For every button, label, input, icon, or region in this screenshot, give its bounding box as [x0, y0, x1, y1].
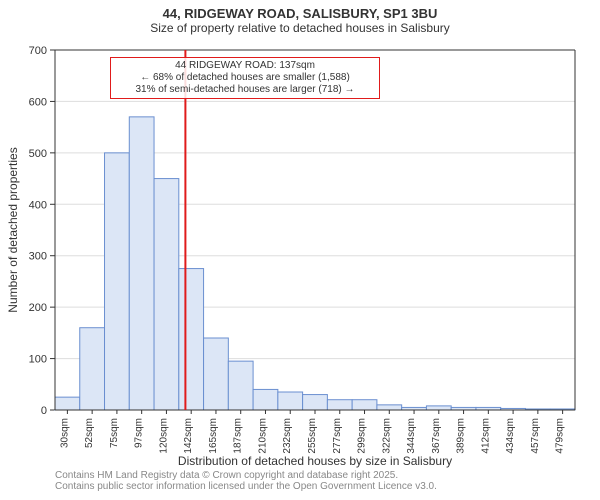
svg-text:255sqm: 255sqm: [307, 418, 318, 454]
svg-text:100: 100: [29, 354, 47, 366]
svg-text:30sqm: 30sqm: [59, 418, 70, 448]
annotation-line-2: ← 68% of detached houses are smaller (1,…: [115, 72, 375, 84]
svg-text:187sqm: 187sqm: [233, 418, 244, 454]
footer-line-1: Contains HM Land Registry data © Crown c…: [55, 470, 437, 481]
svg-text:210sqm: 210sqm: [257, 418, 268, 454]
svg-text:120sqm: 120sqm: [158, 418, 169, 454]
histogram-svg: 010020030040050060070030sqm52sqm75sqm97s…: [55, 50, 575, 410]
chart-title: 44, RIDGEWAY ROAD, SALISBURY, SP1 3BU: [0, 0, 600, 21]
svg-text:299sqm: 299sqm: [357, 418, 368, 454]
svg-text:434sqm: 434sqm: [505, 418, 516, 454]
svg-text:0: 0: [41, 405, 47, 417]
svg-text:277sqm: 277sqm: [332, 418, 343, 454]
y-axis-label: Number of detached properties: [6, 147, 20, 312]
chart-plot-area: 010020030040050060070030sqm52sqm75sqm97s…: [55, 50, 575, 410]
svg-text:412sqm: 412sqm: [480, 418, 491, 454]
svg-text:479sqm: 479sqm: [555, 418, 566, 454]
svg-text:97sqm: 97sqm: [134, 418, 145, 448]
annotation-line-1: 44 RIDGEWAY ROAD: 137sqm: [115, 60, 375, 72]
svg-text:232sqm: 232sqm: [282, 418, 293, 454]
svg-text:344sqm: 344sqm: [406, 418, 417, 454]
histogram-bar: [129, 117, 154, 410]
svg-text:400: 400: [29, 199, 47, 211]
histogram-bar: [327, 400, 352, 410]
histogram-bar: [352, 400, 377, 410]
chart-container: 44, RIDGEWAY ROAD, SALISBURY, SP1 3BU Si…: [0, 0, 600, 500]
svg-text:165sqm: 165sqm: [208, 418, 219, 454]
histogram-bar: [80, 328, 105, 410]
svg-text:200: 200: [29, 302, 47, 314]
histogram-bar: [179, 269, 204, 410]
x-axis-label: Distribution of detached houses by size …: [178, 454, 452, 468]
histogram-bar: [426, 406, 451, 410]
svg-text:600: 600: [29, 96, 47, 108]
annotation-line-3: 31% of semi-detached houses are larger (…: [115, 84, 375, 96]
footer-line-2: Contains public sector information licen…: [55, 481, 437, 492]
svg-text:389sqm: 389sqm: [456, 418, 467, 454]
histogram-bar: [228, 361, 253, 410]
svg-text:322sqm: 322sqm: [381, 418, 392, 454]
histogram-bar: [377, 405, 402, 410]
histogram-bar: [55, 397, 80, 410]
histogram-bar: [253, 389, 278, 410]
chart-footer: Contains HM Land Registry data © Crown c…: [55, 470, 437, 492]
reference-annotation-box: 44 RIDGEWAY ROAD: 137sqm ← 68% of detach…: [110, 57, 380, 99]
svg-text:75sqm: 75sqm: [109, 418, 120, 448]
histogram-bar: [154, 179, 179, 410]
svg-text:142sqm: 142sqm: [183, 418, 194, 454]
chart-subtitle: Size of property relative to detached ho…: [0, 21, 600, 35]
svg-text:500: 500: [29, 148, 47, 160]
svg-text:300: 300: [29, 251, 47, 263]
histogram-bar: [105, 153, 130, 410]
svg-text:367sqm: 367sqm: [431, 418, 442, 454]
svg-text:700: 700: [29, 45, 47, 57]
histogram-bar: [204, 338, 229, 410]
svg-text:52sqm: 52sqm: [84, 418, 95, 448]
histogram-bar: [303, 395, 328, 410]
svg-text:457sqm: 457sqm: [530, 418, 541, 454]
histogram-bar: [278, 392, 303, 410]
